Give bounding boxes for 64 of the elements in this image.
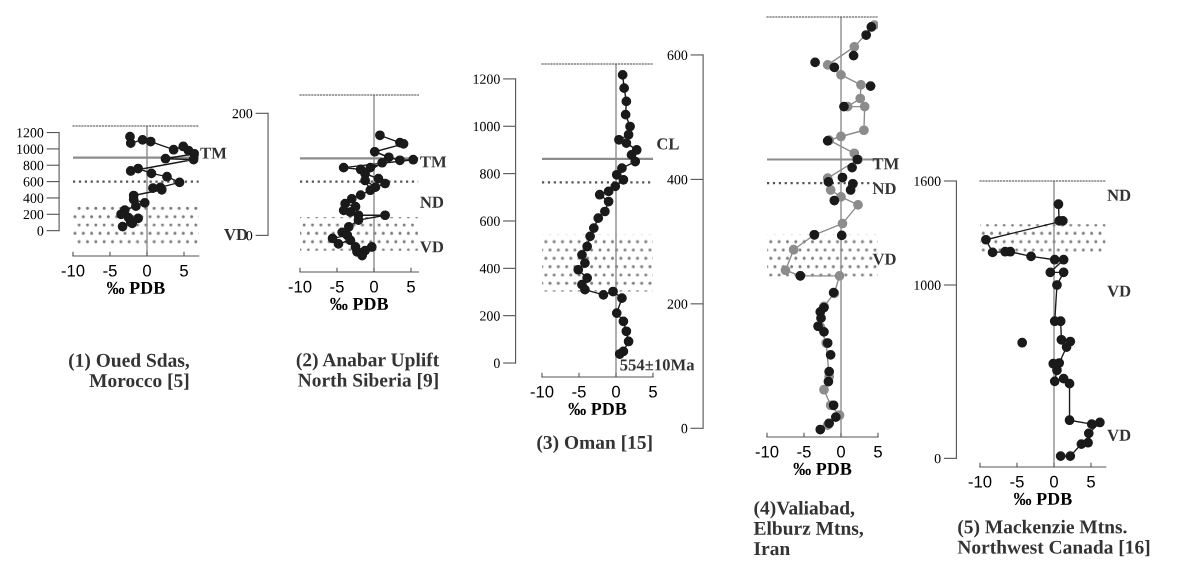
x-tick-label: -10 (755, 445, 779, 458)
y-tick-label: 1600 (914, 176, 941, 186)
x-tick-label: -10 (288, 280, 312, 293)
x-tick-label: 5 (407, 280, 415, 293)
y-tick-label: 600 (23, 177, 44, 187)
y-tick-label: 800 (480, 169, 500, 179)
text: TM (420, 156, 447, 168)
x-axis-title: ‰ PDB (793, 462, 852, 476)
x-axis-title: ‰ PDB (330, 297, 389, 311)
y-tick-label: 0 (681, 423, 688, 434)
x-tick-label: 0 (143, 264, 151, 277)
y-tick-label: 400 (667, 174, 688, 185)
x-tick-label: 5 (180, 264, 188, 277)
y-tick-label: 200 (480, 311, 500, 321)
x-tick-label: 5 (649, 385, 657, 398)
text: VD (420, 241, 444, 253)
x-axis-title: ‰ PDB (1013, 492, 1072, 506)
y-tick-label: 200 (23, 209, 44, 220)
text: VD (224, 229, 248, 241)
text: (3) Oman [15] (537, 435, 652, 453)
text: ND (1107, 189, 1131, 201)
x-tick-label: -10 (61, 264, 85, 277)
text: VD (1107, 429, 1131, 441)
x-tick-label: -5 (330, 280, 344, 293)
annotation: ND (872, 183, 896, 195)
text: (5) Mackenzie Mtns. Northwest Canada [16] (957, 519, 1150, 557)
x-tick-label: -10 (968, 475, 992, 488)
x-tick-label: 0 (612, 385, 620, 398)
y-tick-label: 0 (37, 226, 44, 236)
y-tick-label: 1200 (17, 128, 44, 138)
x-tick-label: 5 (1087, 475, 1095, 488)
y-tick-label: 1000 (914, 280, 941, 290)
y-tick-label: 400 (479, 263, 500, 274)
x-tick-label: 5 (874, 445, 882, 458)
annotation: TM (872, 158, 899, 170)
x-tick-label: 0 (370, 280, 378, 293)
text: (1) Oued Sdas, Morocco [5] (69, 353, 189, 390)
x-tick-label: -5 (103, 264, 117, 277)
y-tick-label: 200 (232, 108, 253, 119)
x-tick-label: -5 (1010, 475, 1024, 488)
text: (4)Valiabad, Elburz Mtns, Iran (753, 500, 863, 556)
x-axis-title: ‰ PDB (568, 402, 627, 416)
x-axis-title: ‰ PDB (106, 281, 165, 295)
x-tick-label: -5 (572, 385, 586, 398)
x-tick-label: -5 (797, 445, 811, 458)
y-tick-label: 600 (667, 50, 688, 60)
text: (2) Anabar Uplift North Siberia [9] (296, 352, 440, 390)
y-tick-label: 800 (23, 160, 44, 171)
y-tick-label: 600 (480, 216, 500, 226)
text: CL (657, 138, 679, 150)
y-tick-label: 1200 (473, 74, 500, 84)
text: ND (420, 196, 444, 208)
y-tick-label: 200 (667, 299, 688, 309)
y-tick-label: 400 (23, 193, 44, 203)
text: VD (1107, 285, 1131, 297)
text: TM (200, 147, 227, 159)
x-tick-label: 0 (837, 445, 845, 458)
y-tick-label: 1000 (473, 121, 500, 132)
y-tick-label: 1000 (17, 144, 44, 154)
x-tick-label: -10 (530, 385, 554, 398)
y-tick-label: 0 (493, 358, 500, 368)
annotation: VD (872, 253, 896, 265)
annotation: 554±10Ma (620, 359, 695, 371)
x-tick-label: 0 (1050, 475, 1058, 488)
